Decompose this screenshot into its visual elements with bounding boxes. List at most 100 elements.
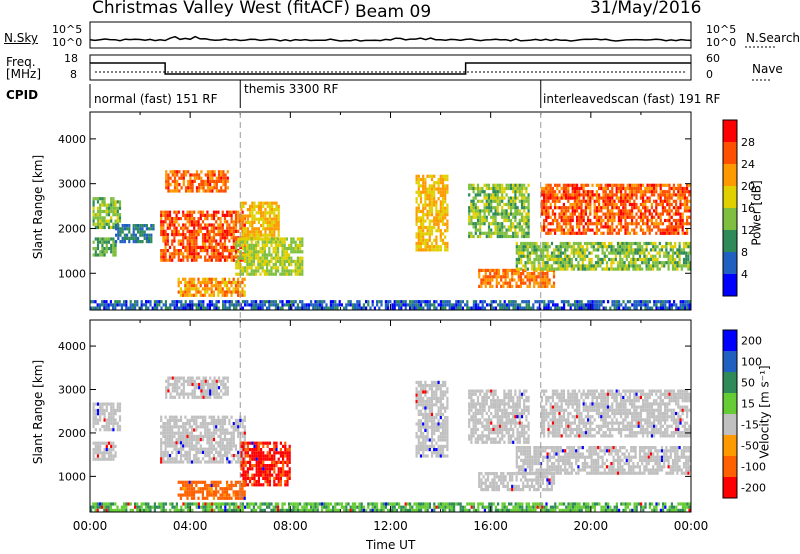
heatmap-cell: [479, 218, 482, 223]
heatmap-cell: [639, 196, 642, 200]
heatmap-cell: [587, 183, 590, 187]
heatmap-cell: [619, 254, 622, 258]
heatmap-cell: [292, 300, 295, 304]
heatmap-cell: [105, 448, 108, 452]
heatmap-cell: [620, 186, 623, 191]
heatmap-cell: [212, 233, 216, 237]
heatmap-cell: [253, 220, 256, 224]
heatmap-cell: [195, 252, 198, 256]
heatmap-cell: [219, 425, 222, 429]
heatmap-cell: [677, 212, 680, 216]
heatmap-cell: [201, 213, 205, 217]
heatmap-cell: [654, 261, 657, 265]
heatmap-cell: [666, 306, 669, 310]
heatmap-cell: [527, 196, 530, 200]
heatmap-cell: [497, 272, 501, 276]
heatmap-cell: [598, 202, 601, 207]
heatmap-cell: [249, 211, 252, 215]
heatmap-cell: [582, 209, 585, 213]
heatmap-cell: [426, 213, 429, 217]
heatmap-cell: [595, 183, 598, 187]
heatmap-cell: [190, 213, 194, 217]
heatmap-cell: [622, 300, 625, 304]
heatmap-cell: [234, 290, 237, 294]
heatmap-cell: [551, 209, 554, 213]
heatmap-cell: [587, 196, 590, 200]
heatmap-cell: [588, 267, 591, 271]
heatmap-cell: [498, 222, 502, 226]
heatmap-cell: [201, 293, 204, 297]
heatmap-cell: [140, 300, 143, 304]
heatmap-cell: [252, 247, 255, 251]
heatmap-cell: [263, 240, 266, 244]
heatmap-cell: [573, 206, 576, 210]
heatmap-cell: [264, 230, 267, 234]
heatmap-cell: [675, 228, 678, 232]
heatmap-cell: [543, 212, 546, 216]
heatmap-cell: [624, 202, 627, 207]
heatmap-cell: [512, 234, 515, 239]
heatmap-cell: [260, 214, 263, 218]
heatmap-cell: [496, 183, 499, 187]
heatmap-cell: [644, 215, 647, 219]
heatmap-cell: [277, 266, 280, 270]
heatmap-cell: [362, 303, 365, 307]
heatmap-cell: [559, 245, 562, 249]
heatmap-cell: [662, 303, 665, 307]
heatmap-cell: [444, 174, 447, 178]
heatmap-cell: [116, 300, 119, 304]
heatmap-cell: [424, 238, 427, 242]
heatmap-cell: [468, 212, 471, 216]
heatmap-cell: [277, 259, 280, 263]
heatmap-cell: [233, 306, 236, 310]
heatmap-cell: [637, 206, 640, 210]
heatmap-cell: [623, 248, 626, 252]
heatmap-cell: [424, 200, 427, 204]
heatmap-cell: [204, 428, 207, 432]
heatmap-cell: [213, 173, 216, 177]
heatmap-cell: [219, 242, 222, 246]
heatmap-cell: [296, 250, 299, 254]
heatmap-cell: [98, 303, 101, 307]
heatmap-cell: [624, 206, 627, 210]
heatmap-cell: [630, 264, 633, 268]
heatmap-cell: [182, 441, 185, 445]
heatmap-cell: [182, 242, 185, 246]
heatmap-cell: [103, 250, 106, 254]
heatmap-cell: [177, 280, 180, 285]
heatmap-cell: [274, 243, 277, 247]
heatmap-cell: [501, 190, 504, 194]
heatmap-cell: [587, 199, 590, 203]
heatmap-cell: [186, 306, 189, 310]
heatmap-cell: [217, 242, 220, 246]
heatmap-cell: [110, 402, 113, 406]
heatmap-cell: [573, 209, 576, 213]
heatmap-cell: [539, 248, 543, 252]
heatmap-cell: [178, 300, 181, 304]
heatmap-cell: [288, 306, 291, 310]
heatmap-cell: [561, 251, 565, 255]
heatmap-cell: [578, 199, 581, 203]
heatmap-cell: [285, 303, 288, 307]
heatmap-cell: [619, 267, 622, 271]
heatmap-cell: [586, 267, 589, 271]
heatmap-cell: [246, 300, 249, 304]
heatmap-cell: [230, 229, 233, 233]
heatmap-cell: [162, 460, 165, 464]
heatmap-cell: [600, 196, 603, 200]
heatmap-cell: [550, 241, 554, 246]
heatmap-cell: [179, 217, 183, 221]
heatmap-cell: [94, 250, 97, 254]
heatmap-cell: [422, 219, 425, 223]
heatmap-cell: [270, 237, 273, 241]
heatmap-cell: [232, 422, 235, 426]
heatmap-cell: [182, 376, 185, 380]
heatmap-cell: [223, 450, 227, 454]
heatmap-cell: [103, 402, 106, 406]
heatmap-cell: [655, 303, 658, 307]
heatmap-cell: [201, 438, 205, 442]
heatmap-cell: [523, 206, 526, 210]
heatmap-cell: [184, 226, 187, 230]
heatmap-cell: [211, 386, 214, 390]
heatmap-cell: [560, 231, 563, 235]
